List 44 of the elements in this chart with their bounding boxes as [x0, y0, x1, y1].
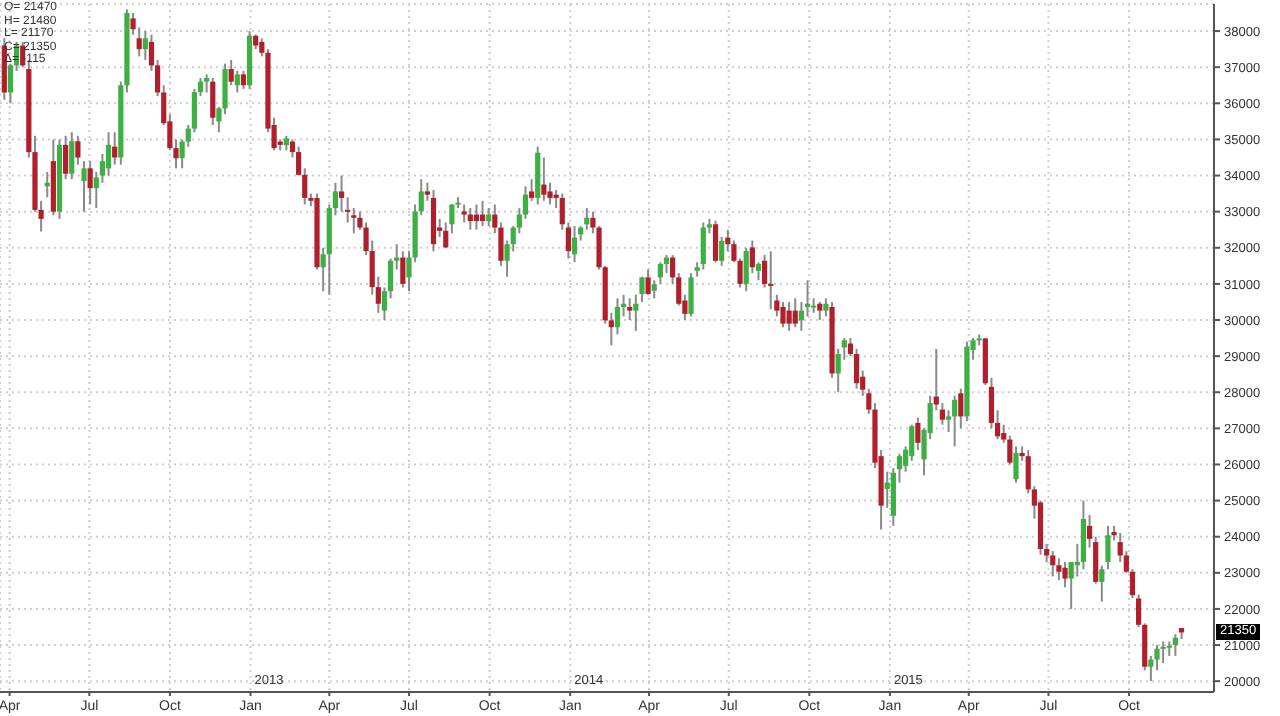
candlestick	[712, 219, 719, 264]
candlestick	[700, 221, 706, 271]
candlestick	[87, 160, 93, 206]
candlestick	[645, 268, 651, 296]
candlestick	[1062, 560, 1068, 589]
candlestick	[639, 275, 645, 303]
candlestick	[1160, 640, 1166, 665]
candlestick	[228, 58, 234, 87]
candlestick	[443, 221, 449, 249]
candlestick	[461, 203, 467, 224]
candlestick	[743, 246, 749, 293]
candlestick	[1166, 640, 1172, 657]
candlestick	[430, 188, 437, 253]
candlestick	[75, 134, 81, 166]
candlestick	[1172, 633, 1178, 657]
candlestick	[651, 279, 657, 300]
candlestick	[240, 69, 247, 90]
candlestick	[541, 156, 547, 202]
candlestick	[571, 225, 578, 264]
candlestick	[657, 261, 663, 285]
candlestick	[1099, 564, 1105, 603]
candlestick	[400, 250, 406, 289]
candlestick	[105, 131, 112, 177]
candlestick	[952, 394, 958, 448]
candlestick	[1050, 550, 1056, 578]
candlestick	[939, 402, 945, 426]
candlestick	[688, 272, 694, 318]
candlestick	[81, 160, 87, 213]
candlestick	[1080, 499, 1087, 571]
candlestick	[792, 297, 798, 329]
candlestick	[69, 131, 75, 181]
candlestick	[780, 300, 786, 329]
candlestick	[768, 250, 774, 311]
candlestick	[1056, 557, 1062, 582]
candlestick	[535, 145, 541, 206]
candlestick	[63, 134, 69, 181]
candlestick	[786, 300, 792, 332]
candlestick	[719, 235, 725, 267]
candlestick	[633, 293, 639, 332]
candlestick	[210, 77, 216, 126]
candlestick	[136, 26, 142, 58]
candlestick	[627, 297, 633, 322]
candlestick	[1105, 524, 1111, 571]
candlestick	[817, 300, 823, 322]
